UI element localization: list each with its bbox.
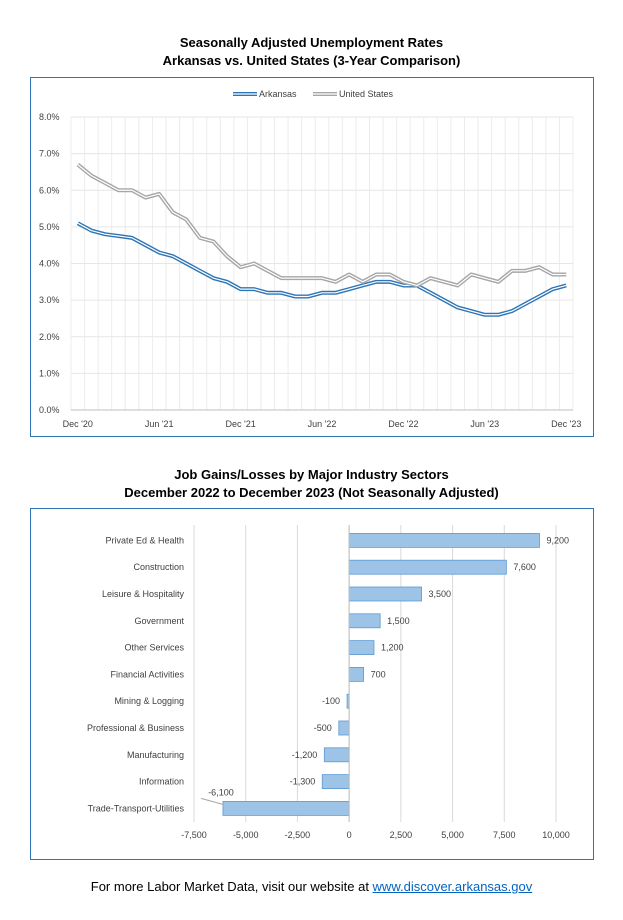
line-chart-title-line1: Seasonally Adjusted Unemployment Rates — [179, 35, 444, 50]
data-label: 1,200 — [381, 643, 404, 653]
category-label: Leisure & Hospitality — [102, 589, 185, 599]
website-link[interactable]: www.discover.arkansas.gov — [372, 879, 533, 894]
x-tick-label: Jun '23 — [470, 419, 499, 429]
bar-chart-title: Job Gains/Losses by Major Industry Secto… — [0, 466, 623, 502]
series-line-arkansas — [76, 221, 567, 317]
data-label: 700 — [371, 669, 386, 679]
bar — [348, 532, 540, 548]
data-label: -100 — [322, 696, 340, 706]
x-tick-label: Dec '21 — [225, 419, 255, 429]
x-tick-label: 7,500 — [493, 830, 516, 840]
data-label: 9,200 — [546, 535, 569, 545]
y-tick-label: 3.0% — [39, 295, 60, 305]
bar-chart-title-line1: Job Gains/Losses by Major Industry Secto… — [174, 467, 449, 482]
data-label: -1,200 — [292, 750, 318, 760]
category-label: Mining & Logging — [114, 696, 184, 706]
x-tick-label: 10,000 — [542, 830, 570, 840]
bar-chart-frame: -7,500 -5,000 -2,500 0 2,500 5,000 7,500 10,000… — [30, 508, 594, 860]
data-label: -6,100 — [208, 787, 234, 797]
series-line-inner — [77, 222, 567, 316]
category-label: Construction — [133, 562, 184, 572]
line-chart-frame: 0.0% 1.0% 2.0% 3.0% 4.0% 5.0% 6.0% 7.0% 8.0% Dec … — [30, 77, 594, 437]
line-chart-subtitle: Arkansas vs. United States (3-Year Compa… — [162, 53, 461, 68]
data-label-leader — [200, 797, 224, 805]
category-label: Government — [134, 616, 184, 626]
y-tick-label: 2.0% — [39, 332, 60, 342]
legend-label: Arkansas — [259, 89, 297, 99]
bar — [348, 640, 375, 656]
category-label: Trade-Transport-Utilities — [88, 803, 185, 813]
data-label: -1,300 — [290, 777, 316, 787]
x-tick-label: Dec '20 — [63, 419, 93, 429]
bar — [321, 774, 350, 790]
series-line-united-states — [76, 163, 567, 288]
category-label: Private Ed & Health — [105, 535, 184, 545]
line-chart: 0.0% 1.0% 2.0% 3.0% 4.0% 5.0% 6.0% 7.0% 8.0% Dec … — [39, 89, 581, 429]
category-label: Professional & Business — [87, 723, 185, 733]
bar-chart: -7,500 -5,000 -2,500 0 2,500 5,000 7,500 10,000… — [87, 525, 570, 840]
x-tick-label: -7,500 — [181, 830, 207, 840]
data-label: 3,500 — [429, 589, 452, 599]
x-tick-label: Dec '22 — [388, 419, 418, 429]
footer-text: For more Labor Market Data, visit our we… — [90, 879, 373, 894]
y-tick-label: 6.0% — [39, 185, 60, 195]
y-tick-label: 7.0% — [39, 149, 60, 159]
data-label: 1,500 — [387, 616, 410, 626]
data-label: -500 — [314, 723, 332, 733]
line-chart-title: Seasonally Adjusted Unemployment Rates A… — [0, 34, 623, 70]
bar — [222, 800, 350, 816]
x-tick-label: -2,500 — [285, 830, 311, 840]
x-tick-label: -5,000 — [233, 830, 259, 840]
bar — [348, 666, 365, 682]
data-label: 7,600 — [513, 562, 536, 572]
footer: For more Labor Market Data, visit our we… — [0, 879, 623, 894]
bar — [348, 559, 507, 575]
x-tick-label: 0 — [347, 830, 352, 840]
x-tick-label: Jun '21 — [145, 419, 174, 429]
category-label: Manufacturing — [127, 750, 184, 760]
y-tick-label: 1.0% — [39, 368, 60, 378]
y-tick-label: 5.0% — [39, 222, 60, 232]
x-tick-label: Dec '23 — [551, 419, 581, 429]
series-line-inner — [77, 164, 567, 287]
x-tick-label: 2,500 — [390, 830, 413, 840]
category-label: Financial Activities — [110, 669, 184, 679]
legend-label: United States — [339, 89, 394, 99]
bar — [348, 613, 381, 629]
y-tick-label: 4.0% — [39, 259, 60, 269]
y-tick-label: 0.0% — [39, 405, 60, 415]
x-tick-label: 5,000 — [441, 830, 464, 840]
bar — [338, 720, 350, 736]
category-label: Other Services — [124, 643, 184, 653]
bar — [323, 747, 350, 763]
y-tick-label: 8.0% — [39, 112, 60, 122]
bar-chart-subtitle: December 2022 to December 2023 (Not Seas… — [124, 485, 499, 500]
x-tick-label: Jun '22 — [308, 419, 337, 429]
bar — [348, 586, 422, 602]
category-label: Information — [139, 777, 184, 787]
